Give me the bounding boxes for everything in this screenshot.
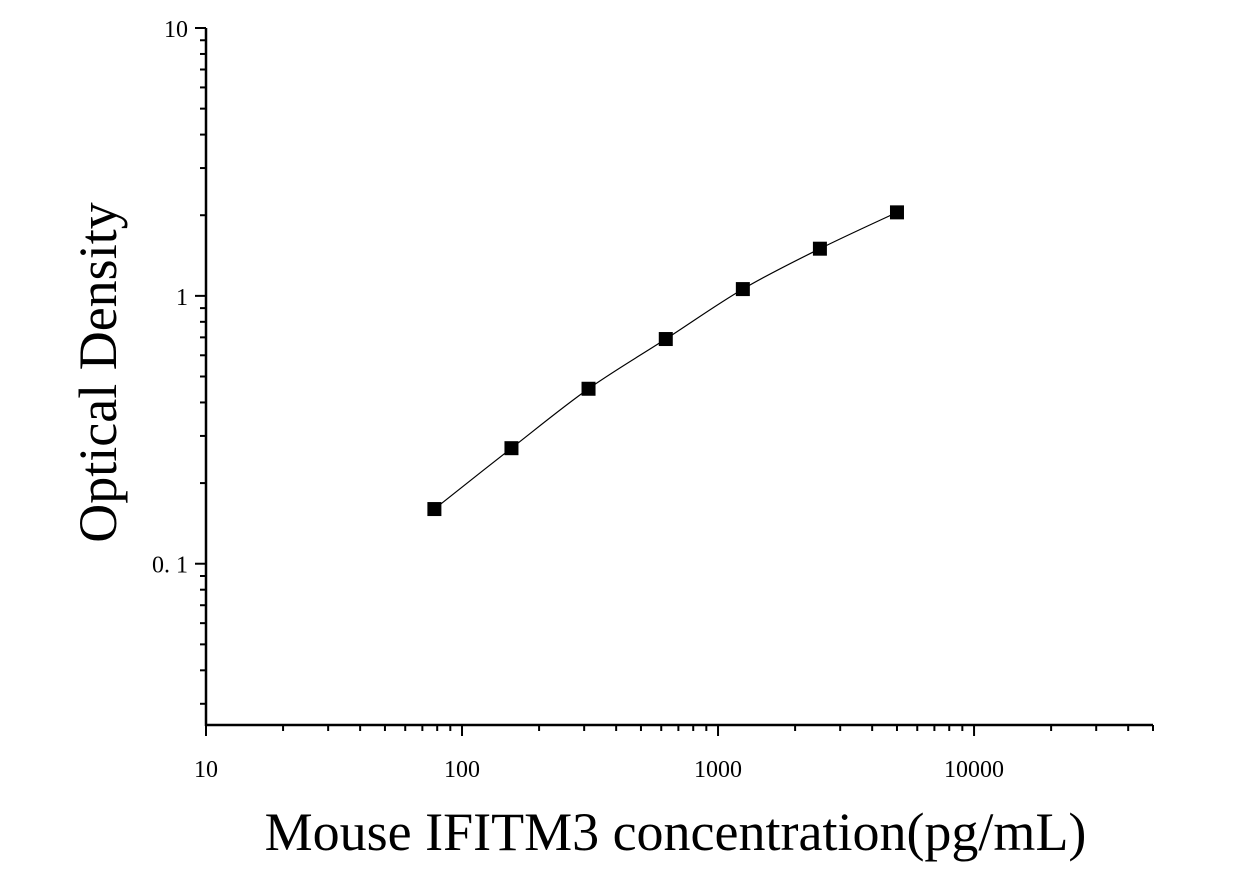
data-point <box>427 502 442 517</box>
x-tick-label: 10 <box>194 757 218 783</box>
y-ticks: 0. 1 1 10 <box>152 17 206 705</box>
x-axis-title: Mouse IFITM3 concentration(pg/mL) <box>265 802 1087 862</box>
fit-curve <box>434 211 898 510</box>
plot-layer <box>427 205 904 517</box>
y-tick-label: 10 <box>164 17 188 43</box>
x-ticks: 10 100 1000 10000 <box>194 725 1154 783</box>
data-point <box>812 241 827 256</box>
y-tick-label: 1 <box>176 285 188 311</box>
y-axis-title: Optical Density <box>68 202 128 542</box>
y-tick-label: 0. 1 <box>152 553 188 579</box>
data-point <box>581 381 596 396</box>
axes: 10 100 1000 10000 0. 1 1 10 <box>152 17 1154 783</box>
data-point <box>735 282 750 297</box>
data-point <box>658 332 673 347</box>
x-tick-label: 1000 <box>694 757 742 783</box>
data-point <box>889 205 904 220</box>
x-tick-label: 100 <box>444 757 480 783</box>
data-point <box>504 441 519 456</box>
x-tick-label: 10000 <box>944 757 1004 783</box>
